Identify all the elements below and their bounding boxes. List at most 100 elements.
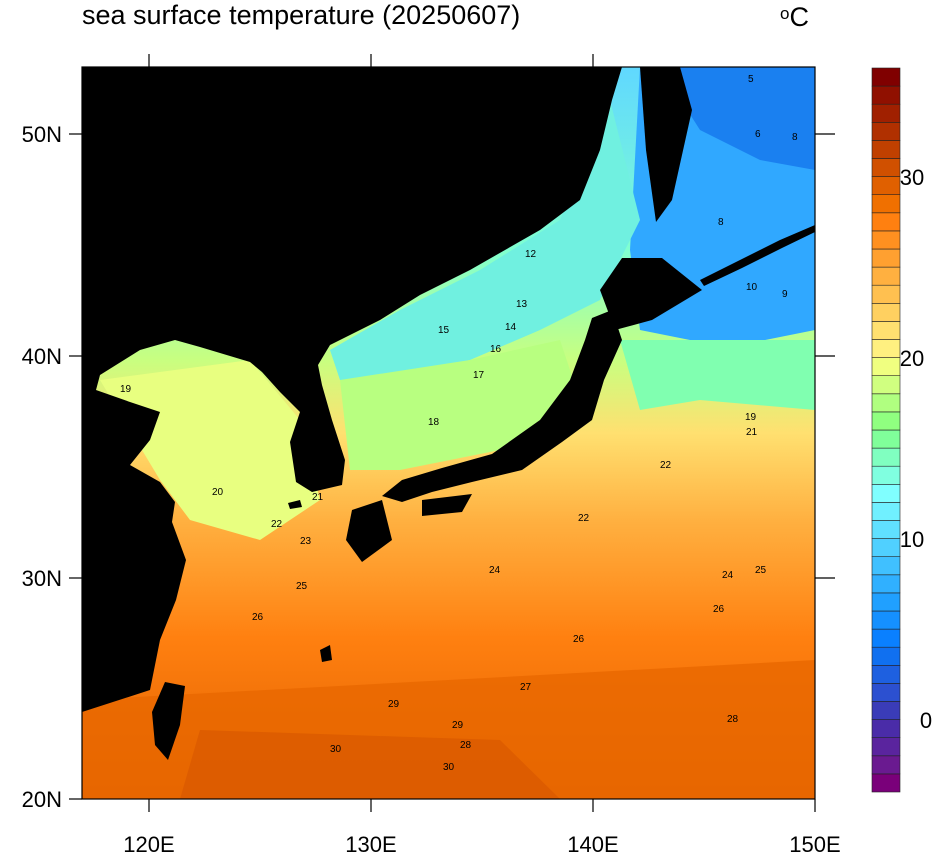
colorbar-box bbox=[871, 610, 901, 630]
contour-label: 18 bbox=[428, 417, 440, 428]
lat-tick-20N: 20N bbox=[22, 787, 62, 812]
colorbar-box bbox=[871, 664, 901, 684]
colorbar-box bbox=[871, 737, 901, 757]
units-label: oC bbox=[780, 2, 809, 33]
colorbar-box bbox=[871, 140, 901, 159]
units-base: C bbox=[789, 2, 809, 32]
colorbar-box bbox=[871, 538, 901, 557]
colorbar-box bbox=[871, 176, 901, 196]
contour-label: 21 bbox=[312, 492, 324, 503]
colorbar-box bbox=[871, 158, 901, 177]
colorbar-box bbox=[871, 393, 901, 413]
contour-label: 22 bbox=[578, 513, 590, 524]
colorbar-box bbox=[871, 683, 901, 702]
contour-label: 26 bbox=[252, 612, 264, 623]
contour-label: 6 bbox=[755, 129, 761, 140]
warm-core bbox=[180, 730, 560, 799]
colorbar-box bbox=[871, 556, 901, 576]
contour-label: 13 bbox=[516, 299, 528, 310]
contour-label: 28 bbox=[727, 714, 739, 725]
contour-label: 20 bbox=[212, 487, 224, 498]
cold-water-core bbox=[660, 67, 815, 170]
lat-tick-30N: 30N bbox=[22, 566, 62, 591]
colorbar-box bbox=[871, 212, 901, 232]
contour-label: 28 bbox=[460, 740, 472, 751]
contour-label: 15 bbox=[438, 325, 450, 336]
colorbar-box bbox=[871, 248, 901, 268]
land-sakhalin bbox=[640, 67, 692, 222]
colorbar-label-30: 30 bbox=[900, 165, 924, 190]
contour-label: 10 bbox=[746, 282, 758, 293]
land bbox=[82, 67, 815, 760]
colorbar-box bbox=[871, 592, 901, 612]
land-jeju bbox=[288, 500, 302, 509]
colorbar-box bbox=[871, 646, 901, 666]
land-asia-mainland bbox=[82, 67, 622, 712]
contour-label: 8 bbox=[718, 217, 724, 228]
transition-region bbox=[620, 340, 815, 410]
land-kyushu bbox=[346, 500, 392, 562]
colorbar-box bbox=[871, 447, 901, 467]
colorbar-box bbox=[871, 483, 901, 503]
colorbar-box bbox=[871, 339, 901, 358]
colorbar-box bbox=[871, 773, 901, 793]
contour-label: 22 bbox=[271, 519, 283, 530]
colorbar-label-10: 10 bbox=[900, 527, 924, 552]
colorbar-box bbox=[871, 755, 901, 775]
lat-tick-50N: 50N bbox=[22, 122, 62, 147]
colorbar-box bbox=[871, 321, 901, 340]
contour-label: 19 bbox=[120, 384, 132, 395]
colorbar-box bbox=[871, 230, 901, 250]
lat-tick-40N: 40N bbox=[22, 344, 62, 369]
contour-label: 24 bbox=[722, 570, 734, 581]
contour-label: 16 bbox=[490, 344, 502, 355]
contour-label: 5 bbox=[748, 74, 754, 85]
colorbar-box bbox=[871, 284, 901, 304]
land-taiwan bbox=[152, 682, 185, 760]
contour-label: 27 bbox=[95, 628, 107, 639]
colorbar-box bbox=[871, 194, 901, 214]
contour-label: 12 bbox=[525, 249, 537, 260]
land-shikoku bbox=[422, 494, 472, 516]
contour-label: 30 bbox=[330, 744, 342, 755]
colorbar-box bbox=[871, 502, 901, 521]
colorbar-box bbox=[871, 85, 901, 105]
colorbar-box bbox=[871, 628, 901, 648]
contour-label: 17 bbox=[473, 370, 485, 381]
contour-label: 8 bbox=[792, 132, 798, 143]
colorbar-box bbox=[871, 266, 901, 286]
contour-labels: 5 6 8 8 9 10 12 13 14 15 16 17 18 19 19 20 21 21 22 22 22 23 2… bbox=[95, 74, 798, 773]
colorbar-box bbox=[871, 122, 901, 141]
lon-tick-140E: 140E bbox=[567, 832, 618, 857]
colorbar-label-20: 20 bbox=[900, 346, 924, 371]
contour-label: 23 bbox=[300, 536, 312, 547]
map-title: sea surface temperature (20250607) bbox=[82, 0, 521, 30]
contour-label: 21 bbox=[746, 427, 758, 438]
yellow-sea bbox=[100, 360, 320, 540]
land-hokkaido bbox=[600, 258, 702, 330]
colorbar-box bbox=[871, 411, 901, 431]
colorbar-box bbox=[871, 103, 901, 123]
contour-label: 27 bbox=[520, 682, 532, 693]
contour-label: 25 bbox=[755, 565, 767, 576]
land-honshu bbox=[382, 310, 622, 502]
contour-label: 9 bbox=[782, 289, 788, 300]
colorbar-box bbox=[871, 429, 901, 449]
colorbar-box bbox=[871, 719, 901, 738]
colorbar bbox=[871, 67, 901, 793]
colorbar-box bbox=[871, 302, 901, 322]
contour-label: 30 bbox=[443, 762, 455, 773]
contour-label: 29 bbox=[388, 699, 400, 710]
colorbar-box bbox=[871, 701, 901, 720]
map-area: 5 6 8 8 9 10 12 13 14 15 16 17 18 19 19 20 21 21 22 22 22 23 2… bbox=[82, 67, 815, 799]
lon-tick-150E: 150E bbox=[789, 832, 840, 857]
contour-label: 19 bbox=[745, 412, 757, 423]
contour-label: 22 bbox=[660, 460, 672, 471]
contour-label: 24 bbox=[489, 565, 501, 576]
contour-label: 25 bbox=[296, 581, 308, 592]
map-frame bbox=[81, 66, 816, 800]
contour-label: 29 bbox=[452, 720, 464, 731]
lon-tick-130E: 130E bbox=[345, 832, 396, 857]
colorbar-label-0: 0 bbox=[920, 708, 932, 733]
